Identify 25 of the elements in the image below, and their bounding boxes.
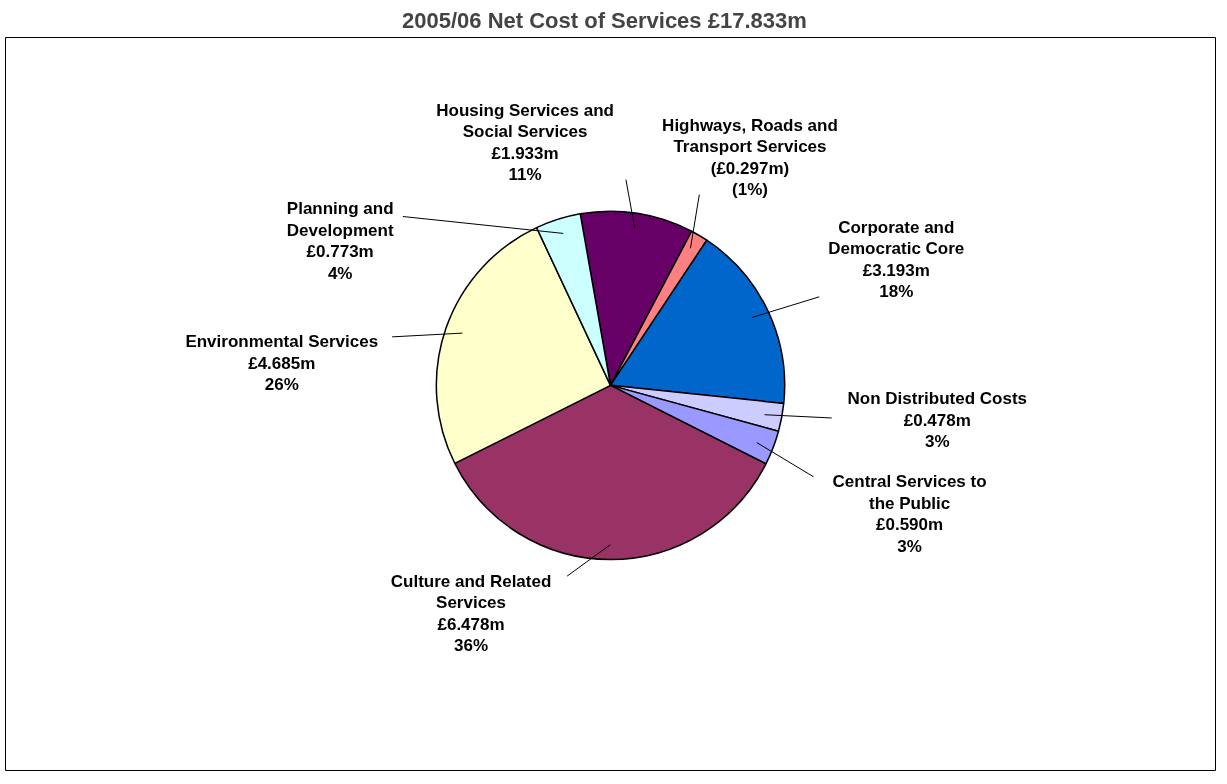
- data-label: £1.933m: [491, 143, 559, 163]
- chart-title: 2005/06 Net Cost of Services £17.833m: [401, 7, 807, 33]
- text: 3%: [925, 432, 950, 452]
- data-label: (£0.297m): [710, 158, 790, 178]
- slice-label: Highways, Roads and Transport Services: [662, 115, 838, 157]
- slice-label: Corporate and Democratic Core: [828, 217, 965, 259]
- data-label: £6.478m: [437, 614, 505, 634]
- slice-label: Housing Services and Social Services: [436, 100, 614, 142]
- text: (1%): [732, 179, 768, 199]
- text: 36%: [454, 636, 489, 656]
- data-label: £3.193m: [862, 260, 930, 280]
- text: 11%: [508, 164, 542, 184]
- text: 4%: [327, 263, 353, 283]
- data-label: £4.685m: [248, 353, 316, 373]
- data-label: £0.773m: [306, 242, 374, 262]
- data-label: £0.590m: [876, 515, 944, 535]
- data-label: £0.478m: [903, 410, 971, 430]
- slice-label: Environmental Services: [185, 332, 379, 352]
- slice-label: Central Services to the Public: [832, 472, 987, 513]
- text: 3%: [897, 536, 922, 556]
- text: 18%: [879, 282, 914, 302]
- slice-label: Planning and Development: [286, 199, 394, 240]
- slice-label: Culture and Related Services: [390, 571, 552, 613]
- slice-label: Non Distributed Costs: [847, 389, 1028, 409]
- text: 26%: [264, 375, 299, 395]
